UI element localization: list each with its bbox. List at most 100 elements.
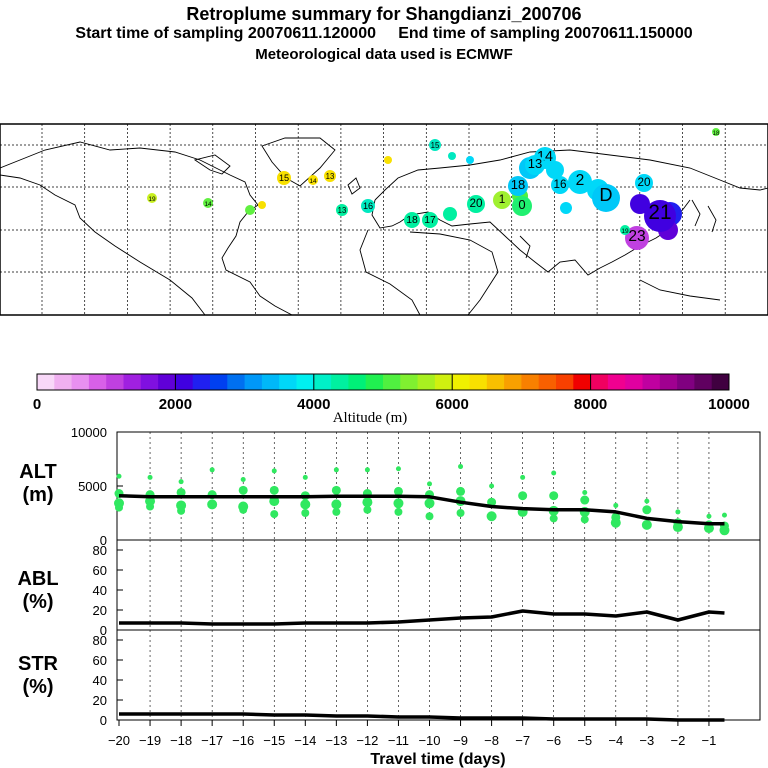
alt-point: [520, 474, 526, 480]
plume-day-label: 13: [326, 172, 335, 181]
colorbar-swatch: [417, 374, 436, 390]
colorbar-swatch: [538, 374, 557, 390]
plume-day-label: 18: [511, 177, 525, 192]
alt-point: [425, 512, 434, 521]
plume-blob: [324, 170, 336, 182]
plume-blob: [525, 155, 545, 175]
x-tick-label: −4: [608, 733, 623, 748]
colorbar-swatch: [175, 374, 194, 390]
alt-point: [458, 464, 464, 470]
colorbar-swatch: [348, 374, 367, 390]
plume-day-label: 18: [406, 215, 418, 226]
plume-day-label: 23: [628, 228, 645, 245]
alt-point: [207, 499, 218, 510]
colorbar-swatch: [331, 374, 349, 390]
colorbar-tick-label: 4000: [297, 396, 330, 413]
plume-blob: [429, 139, 441, 151]
str-panel-label: STR: [18, 653, 59, 675]
colorbar-swatch: [210, 374, 228, 390]
colorbar-swatch: [573, 374, 592, 390]
colorbar-tick-label: 6000: [436, 396, 469, 413]
plume-day-label: 15: [431, 141, 440, 150]
x-tick-label: −20: [108, 733, 130, 748]
alt-point: [176, 487, 186, 497]
colorbar-swatch: [504, 374, 522, 390]
plume-day-label: 2: [576, 172, 585, 189]
colorbar-swatch: [365, 374, 384, 390]
plume-blob: [147, 193, 157, 203]
y-tick-label: 40: [93, 583, 107, 598]
colorbar-frame: [36, 373, 730, 391]
plume-blob: [493, 191, 511, 209]
plume-blob: [336, 204, 348, 216]
plume-day-label: D: [599, 185, 612, 205]
alt-point: [301, 509, 310, 517]
colorbar-tick-label: 8000: [574, 396, 607, 413]
plume-blob: [467, 195, 485, 213]
alt-point: [240, 477, 246, 483]
plume-blob: [422, 212, 438, 228]
alt-point: [427, 481, 432, 487]
alt-point: [641, 519, 652, 530]
plume-day-label: 20: [637, 176, 651, 189]
x-tick-label: −9: [453, 733, 468, 748]
alt-point: [719, 525, 730, 536]
colorbar-swatch: [590, 374, 609, 390]
alt-point: [613, 502, 619, 508]
x-tick-label: −6: [546, 733, 561, 748]
alt-point: [209, 467, 215, 473]
colorbar-swatch: [244, 374, 263, 390]
x-tick-label: −12: [356, 733, 378, 748]
alt-point: [115, 503, 123, 512]
alt-point: [549, 514, 558, 523]
alt-point: [675, 509, 681, 515]
colorbar-swatch: [711, 374, 730, 390]
colorbar-swatch: [227, 374, 246, 390]
plume-day-label: 13: [338, 206, 347, 215]
alt-point: [582, 489, 588, 495]
x-tick-label: −19: [139, 733, 161, 748]
colorbar-swatch: [88, 374, 107, 390]
alt-point: [486, 511, 497, 522]
y-tick-label: 10000: [71, 425, 107, 440]
alt-point: [331, 499, 342, 510]
colorbar-swatch: [158, 374, 176, 390]
plume-day-label: 1: [499, 193, 506, 206]
plume-day-label: 13: [528, 156, 542, 171]
x-tick-label: −2: [670, 733, 685, 748]
alt-point: [610, 517, 621, 528]
altitude-colorbar: 0 2000 4000 6000 8000 10000: [33, 373, 750, 413]
x-tick-label: −5: [577, 733, 592, 748]
x-tick-label: −10: [418, 733, 440, 748]
y-tick-label: 20: [93, 693, 107, 708]
alt-point: [456, 509, 465, 517]
alt-point: [580, 515, 589, 524]
plume-blob: [361, 199, 375, 213]
alt-point: [239, 505, 248, 514]
plume-day-label: 17: [424, 215, 436, 226]
plume-day-label: 20: [469, 197, 483, 210]
plume-day-label: 16: [363, 201, 373, 211]
y-tick-label: 0: [100, 713, 107, 728]
abl-units-label: (%): [22, 591, 53, 613]
alt-point: [269, 496, 280, 507]
plume-blob: [620, 225, 630, 235]
x-tick-label: −14: [294, 733, 316, 748]
alt-point: [456, 486, 466, 496]
y-tick-label: 80: [93, 543, 107, 558]
alt-point: [518, 491, 528, 501]
plume-blob: [404, 212, 420, 228]
alt-point: [580, 495, 590, 505]
colorbar-tick-label: 10000: [708, 396, 750, 413]
colorbar-swatch: [677, 374, 695, 390]
plume-day-label: 14: [309, 178, 317, 185]
x-tick-label: −1: [702, 733, 717, 748]
alt-point: [424, 498, 435, 509]
plume-day-label: 0: [518, 197, 525, 212]
colorbar-swatch: [123, 374, 142, 390]
colorbar-swatch: [383, 374, 401, 390]
str-units-label: (%): [22, 676, 53, 698]
chart-title: Retroplume summary for Shangdianzi_20070…: [186, 4, 582, 24]
series-line-str: [119, 712, 725, 722]
start-time-label: Start time of sampling 20070611.120000: [75, 25, 376, 42]
